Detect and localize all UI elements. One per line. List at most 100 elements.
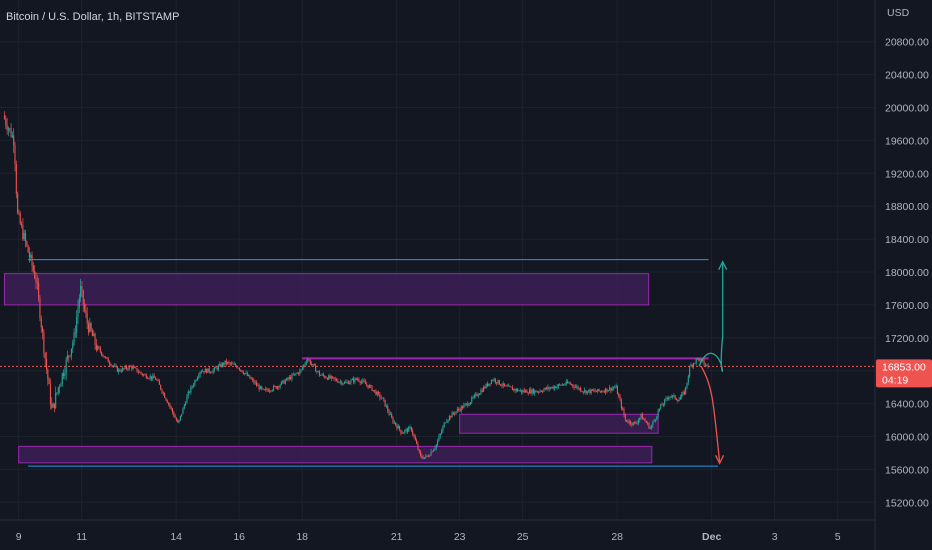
candle-body bbox=[653, 420, 655, 422]
candle-body bbox=[278, 386, 280, 388]
candle-body bbox=[360, 381, 363, 383]
candle-body bbox=[182, 407, 184, 414]
candle-body bbox=[532, 389, 534, 394]
candle-body bbox=[480, 390, 482, 394]
candle-body bbox=[624, 415, 626, 420]
candle-body bbox=[318, 371, 321, 376]
candle-body bbox=[265, 388, 267, 390]
candle-body bbox=[637, 420, 639, 423]
candle-body bbox=[649, 428, 651, 429]
candle-body bbox=[628, 421, 630, 423]
candle-body bbox=[199, 371, 201, 376]
candle-body bbox=[354, 378, 356, 383]
candle-body bbox=[317, 371, 319, 372]
candle-body bbox=[410, 427, 412, 431]
candle-body bbox=[215, 367, 217, 369]
candle-body bbox=[384, 399, 386, 407]
candle-body bbox=[589, 389, 591, 393]
candle-body bbox=[612, 387, 615, 389]
candle-body bbox=[443, 422, 445, 427]
candle-body bbox=[513, 388, 515, 391]
candle-body bbox=[353, 378, 355, 383]
candle-body bbox=[141, 373, 143, 375]
candle-body bbox=[84, 304, 86, 310]
candle-body bbox=[685, 387, 687, 394]
candle-body bbox=[63, 373, 65, 376]
candle-body bbox=[576, 386, 578, 388]
candle-body bbox=[416, 440, 418, 444]
candle-body bbox=[114, 365, 116, 367]
candle-body bbox=[496, 382, 498, 384]
candle-body bbox=[38, 283, 40, 298]
candle-body bbox=[221, 363, 223, 367]
candle-body bbox=[165, 397, 167, 401]
chart-title: Bitcoin / U.S. Dollar, 1h, BITSTAMP bbox=[6, 11, 179, 23]
candle-body bbox=[518, 390, 520, 392]
candle-body bbox=[698, 357, 700, 361]
candle-body bbox=[464, 403, 466, 405]
x-tick-label: 18 bbox=[296, 531, 308, 543]
currency-label: USD bbox=[887, 7, 910, 19]
candle-body bbox=[463, 404, 465, 409]
candle-body bbox=[9, 128, 11, 130]
candle-body bbox=[70, 348, 72, 356]
candle-body bbox=[244, 373, 246, 375]
y-tick-label: 17600.00 bbox=[885, 300, 929, 312]
candle-body bbox=[143, 374, 145, 376]
candle-body bbox=[454, 413, 456, 415]
candle-body bbox=[313, 363, 315, 366]
candle-body bbox=[639, 417, 641, 421]
candle-body bbox=[567, 381, 569, 383]
candle-body bbox=[97, 346, 99, 350]
candle-body bbox=[452, 412, 454, 414]
candle-body bbox=[210, 371, 212, 373]
price-axis[interactable]: 15200.0015600.0016000.0016400.0016800.00… bbox=[885, 37, 929, 510]
candle-body bbox=[396, 425, 398, 429]
candle-body bbox=[409, 427, 411, 428]
candle-body bbox=[536, 391, 538, 393]
candle-body bbox=[414, 436, 416, 441]
candle-body bbox=[397, 426, 399, 429]
candle-body bbox=[450, 416, 452, 418]
candle-body bbox=[438, 436, 440, 441]
candle-body bbox=[401, 433, 403, 434]
candle-body bbox=[74, 332, 76, 334]
candle-body bbox=[30, 255, 32, 258]
candle-body bbox=[343, 382, 345, 384]
price-zone bbox=[4, 273, 650, 306]
candle-body bbox=[366, 384, 368, 386]
candle-body bbox=[485, 383, 487, 388]
candle-body bbox=[481, 390, 483, 392]
candle-body bbox=[674, 395, 676, 399]
candle-body bbox=[292, 374, 294, 376]
candle-body bbox=[6, 124, 8, 131]
candle-body bbox=[388, 411, 390, 415]
candle-body bbox=[270, 390, 272, 392]
candle-body bbox=[563, 384, 565, 386]
y-tick-label: 19600.00 bbox=[885, 135, 929, 147]
candle-body bbox=[341, 381, 343, 385]
candle-body bbox=[337, 380, 339, 383]
candle-body bbox=[131, 366, 133, 369]
candle-body bbox=[593, 390, 595, 392]
candle-body bbox=[325, 377, 327, 379]
candle-body bbox=[166, 400, 168, 403]
candle-body bbox=[31, 255, 33, 266]
candle-body bbox=[417, 443, 419, 450]
time-axis[interactable]: 9 11 14 16 18 21 23 25 28 Dec 3 5 bbox=[16, 531, 841, 543]
candle-body bbox=[164, 393, 166, 398]
candle-body bbox=[195, 380, 197, 382]
candle-body bbox=[152, 375, 154, 379]
candle-body bbox=[590, 389, 592, 393]
candle-body bbox=[207, 368, 209, 373]
candle-body bbox=[456, 409, 458, 412]
candle-body bbox=[297, 372, 300, 374]
candle-body bbox=[399, 426, 401, 430]
candle-body bbox=[42, 327, 44, 332]
x-tick-label: 23 bbox=[454, 531, 466, 543]
candle-body bbox=[206, 369, 208, 373]
candle-body bbox=[253, 379, 255, 383]
candle-body bbox=[26, 241, 28, 246]
candle-body bbox=[618, 394, 620, 397]
